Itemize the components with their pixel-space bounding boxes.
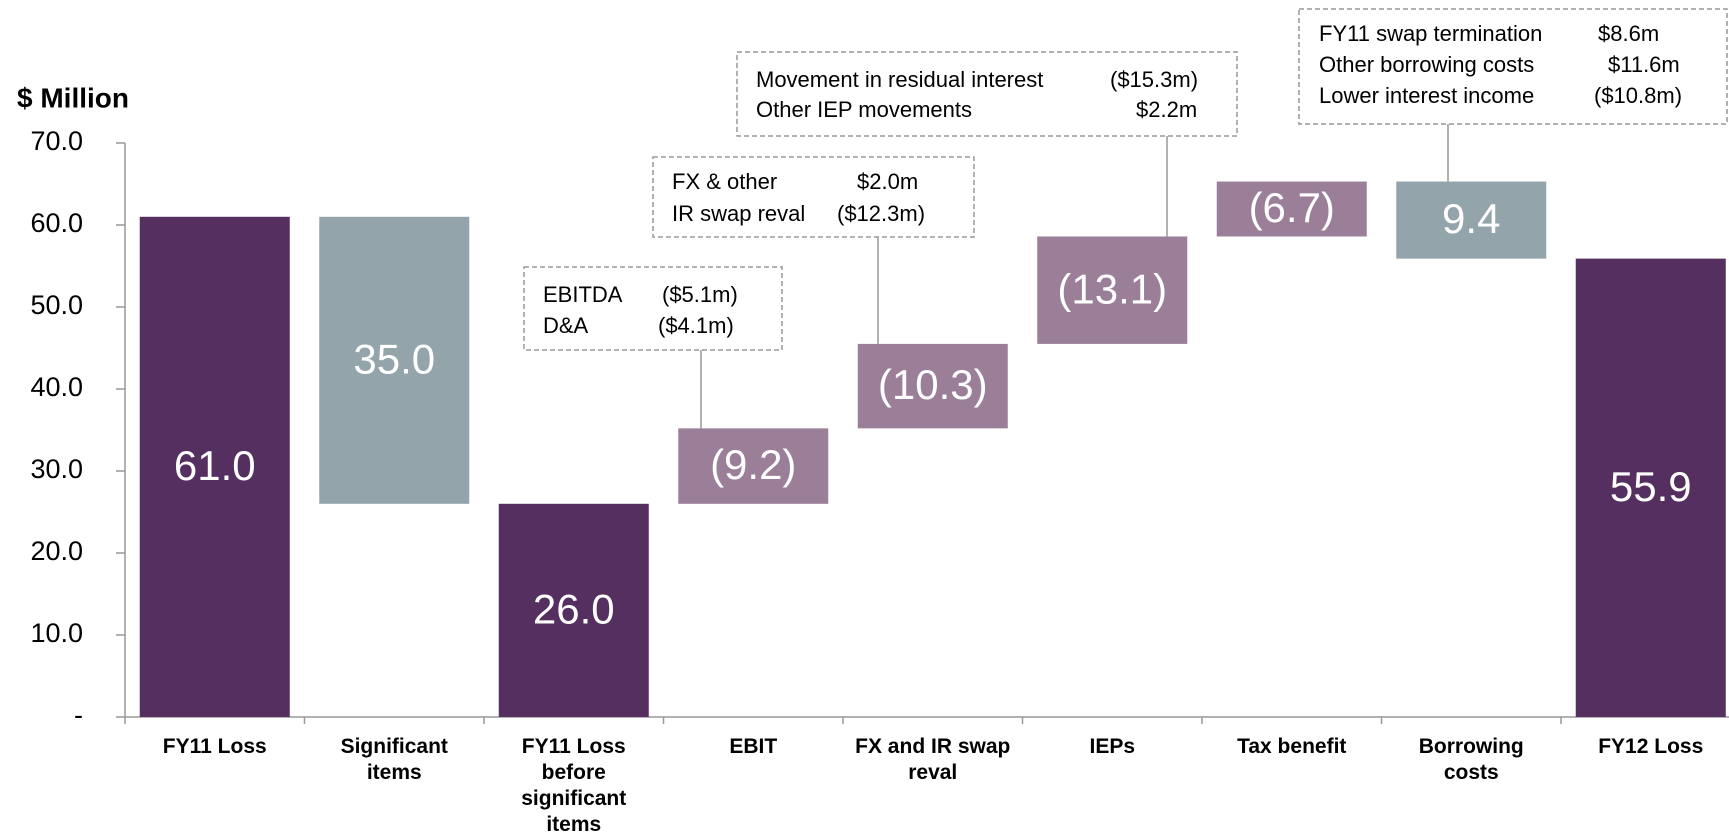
annotation-text: IR swap reval	[672, 201, 805, 226]
annotation-box	[1298, 8, 1728, 125]
annotation-text: Other borrowing costs	[1319, 52, 1534, 77]
bar	[1216, 181, 1367, 237]
x-tick-label: Tax benefit	[1237, 735, 1346, 758]
y-tick-label: 10.0	[30, 618, 83, 648]
y-tick-label: 30.0	[30, 454, 83, 484]
y-tick-label: -	[74, 700, 83, 730]
annotation-amount: $2.0m	[857, 169, 918, 194]
bar	[857, 343, 1008, 429]
annotation-box	[736, 51, 1238, 137]
value-label: 61.0	[174, 442, 256, 489]
annotation-text: D&A	[543, 313, 589, 338]
x-tick-label: FY11 Loss	[163, 735, 267, 758]
value-label: (6.7)	[1249, 184, 1335, 231]
y-tick-label: 60.0	[30, 208, 83, 238]
bar	[1396, 181, 1547, 259]
annotation-text: FX & other	[672, 169, 777, 194]
annotation-amount: ($15.3m)	[1110, 67, 1198, 92]
x-tick-label: IEPs	[1089, 735, 1135, 758]
x-tick-label: FX and IR swap reval	[855, 735, 1010, 784]
value-label: 9.4	[1442, 195, 1500, 242]
annotation-text: Other IEP movements	[756, 97, 972, 122]
annotation-text: EBITDA	[543, 282, 623, 307]
y-tick-label: 20.0	[30, 536, 83, 566]
annotation-amount: ($5.1m)	[662, 282, 738, 307]
value-label: (9.2)	[710, 441, 796, 488]
x-tick-label: FY11 Loss before significant items	[521, 735, 626, 836]
annotation-amount: ($12.3m)	[837, 201, 925, 226]
x-tick-label: FY12 Loss	[1598, 735, 1703, 758]
annotation-text: Movement in residual interest	[756, 67, 1043, 92]
bar	[319, 216, 470, 504]
value-label: 55.9	[1610, 463, 1692, 510]
annotation-amount: ($10.8m)	[1594, 83, 1682, 108]
annotation-box	[523, 266, 783, 351]
annotation-amount: $8.6m	[1598, 21, 1659, 46]
y-tick-label: 40.0	[30, 372, 83, 402]
y-tick-label: 50.0	[30, 290, 83, 320]
value-label: (13.1)	[1057, 265, 1167, 312]
bar	[139, 216, 290, 718]
bar	[1575, 258, 1726, 717]
value-label: 35.0	[353, 335, 435, 382]
annotation-box	[652, 156, 975, 238]
value-label: 26.0	[533, 585, 615, 632]
x-tick-label: Significant items	[341, 735, 448, 784]
value-label: (10.3)	[878, 361, 988, 408]
y-axis-label: $ Million	[17, 82, 129, 113]
bar	[678, 428, 829, 504]
bar	[498, 503, 649, 717]
y-tick-label: 70.0	[30, 126, 83, 156]
annotation-amount: $2.2m	[1136, 97, 1197, 122]
annotation-amount: $11.6m	[1608, 52, 1680, 77]
bar	[1037, 236, 1188, 344]
annotation-amount: ($4.1m)	[658, 313, 734, 338]
annotation-text: FY11 swap termination	[1319, 21, 1542, 46]
annotation-text: Lower interest income	[1319, 83, 1534, 108]
x-tick-label: Borrowing costs	[1419, 735, 1524, 784]
x-tick-label: EBIT	[729, 735, 777, 758]
